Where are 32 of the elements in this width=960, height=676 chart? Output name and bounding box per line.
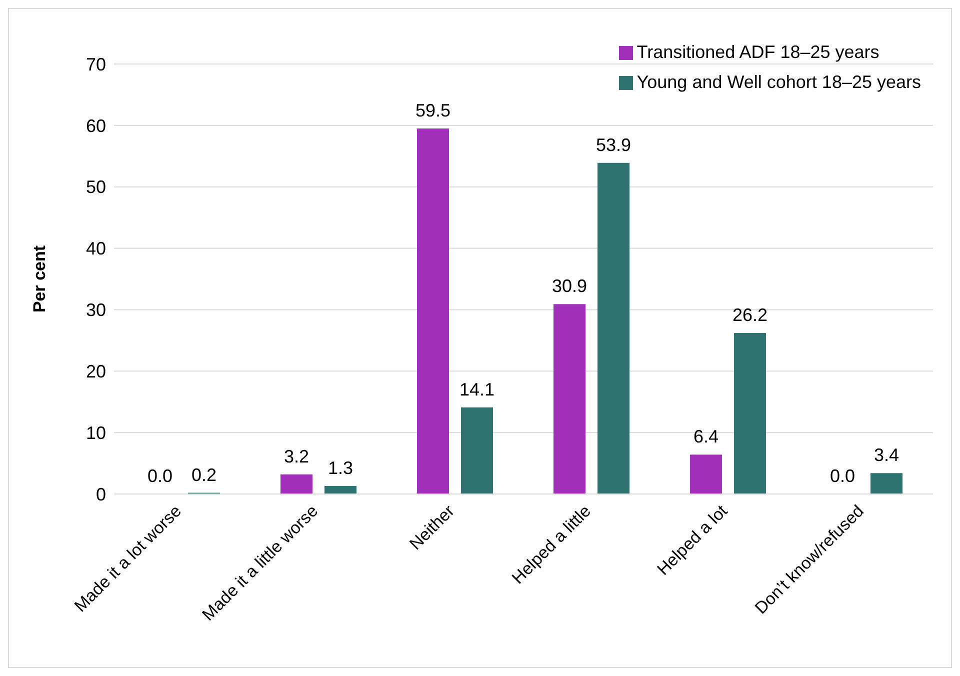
y-axis-title: Per cent: [30, 245, 50, 313]
bar: [598, 162, 630, 494]
y-tick-label: 40: [86, 238, 106, 259]
data-label: 53.9: [596, 134, 632, 155]
y-tick-label: 70: [86, 54, 106, 74]
data-label: 1.3: [328, 458, 354, 478]
y-tick-label: 30: [86, 300, 106, 320]
y-tick-label: 20: [86, 362, 106, 382]
bar: [554, 304, 586, 494]
bar: [870, 473, 902, 494]
data-label: 0.0: [830, 466, 856, 486]
bar: [461, 407, 493, 494]
data-label: 3.2: [284, 446, 310, 466]
legend-label: Transitioned ADF 18–25 years: [636, 42, 880, 62]
data-label: 6.4: [693, 426, 719, 447]
data-label: 0.0: [147, 466, 173, 486]
bar: [417, 128, 449, 494]
y-tick-label: 10: [86, 422, 106, 443]
data-label: 14.1: [459, 379, 495, 400]
bar: [324, 486, 356, 494]
data-label: 30.9: [552, 276, 588, 296]
data-label: 26.2: [732, 305, 768, 326]
data-label: 0.2: [191, 464, 217, 485]
bar: [690, 454, 722, 494]
legend-label: Young and Well cohort 18–25 years: [636, 72, 921, 92]
y-tick-label: 0: [96, 484, 106, 504]
data-label: 59.5: [415, 100, 451, 120]
y-tick-label: 60: [86, 116, 106, 136]
bar: [280, 474, 312, 494]
bar: [734, 333, 766, 494]
y-tick-label: 50: [86, 177, 106, 198]
data-label: 3.4: [874, 445, 900, 466]
